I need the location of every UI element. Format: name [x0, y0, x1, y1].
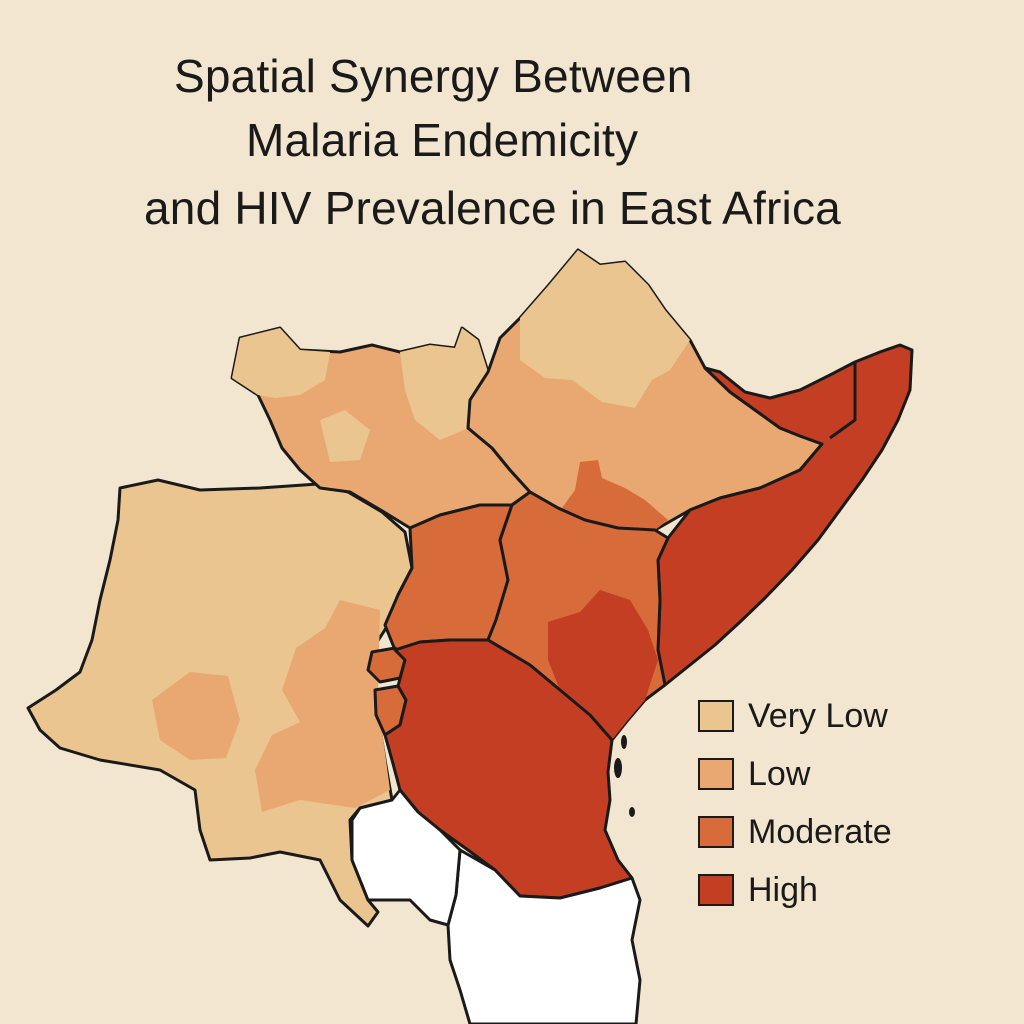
region-ethiopia-moderate-patch — [562, 460, 668, 530]
legend-item-very-low: Very Low — [698, 696, 888, 736]
map-title-line-2: Malaria Endemicity — [246, 114, 639, 166]
region-south-sudan-very-low-patch — [400, 328, 488, 440]
region-dr-congo-low-patch — [152, 672, 240, 760]
legend-swatch-low — [698, 758, 734, 790]
map-title-line-3: and HIV Prevalence in East Africa — [144, 182, 841, 234]
region-south-sudan-very-low-patch — [232, 328, 330, 398]
legend-item-high: High — [698, 870, 818, 910]
legend-label-moderate: Moderate — [748, 812, 892, 851]
legend-swatch-moderate — [698, 816, 734, 848]
legend-label-very-low: Very Low — [748, 696, 888, 735]
region-unclassified-south — [446, 848, 642, 1024]
legend-label-high: High — [748, 870, 818, 909]
legend-label-low: Low — [748, 754, 811, 793]
map-title-line-1: Spatial Synergy Between — [174, 50, 693, 102]
legend-item-moderate: Moderate — [698, 812, 892, 852]
legend-item-low: Low — [698, 754, 810, 794]
region-south-sudan-very-low-patch — [320, 410, 370, 462]
island-pemba — [621, 735, 627, 749]
region-dr-congo-low-patch — [255, 600, 390, 812]
legend-swatch-high — [698, 874, 734, 906]
island-mafia — [629, 807, 635, 817]
region-unclassified-west — [350, 788, 462, 927]
region-somalia — [656, 343, 914, 687]
region-somalia-internal-border — [829, 362, 857, 440]
island-zanzibar — [614, 758, 622, 778]
region-ethiopia-very-low-patch — [520, 250, 690, 408]
legend-swatch-very-low — [698, 700, 734, 732]
